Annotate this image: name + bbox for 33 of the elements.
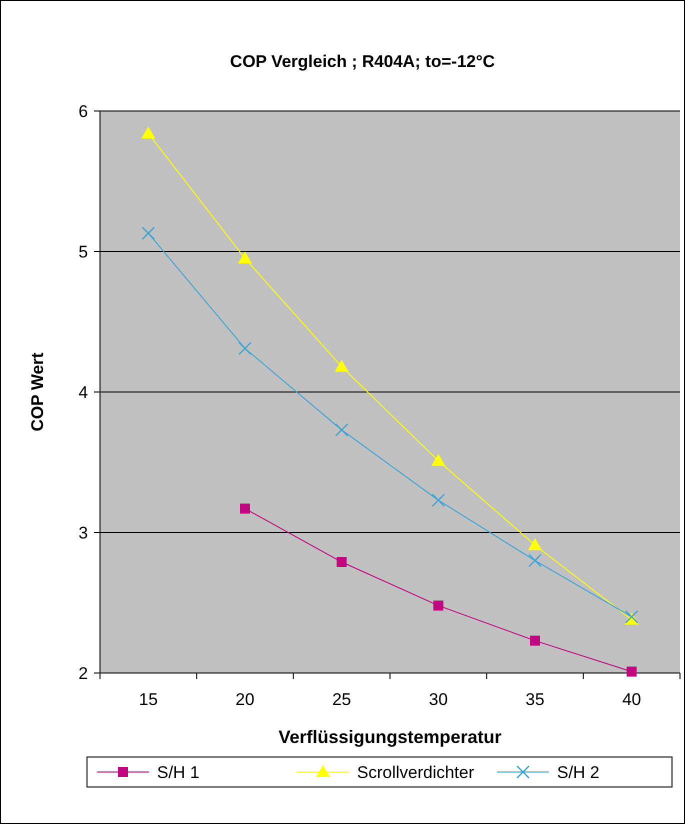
legend-label: S/H 1 [157,762,200,782]
y-tick-label: 2 [78,664,88,683]
legend-label: Scrollverdichter [357,762,474,782]
x-axis-title: Verflüssigungstemperatur [278,727,502,747]
point [142,226,155,240]
point [530,636,540,646]
point [238,252,252,264]
point [431,454,446,466]
y-axis-title: COP Wert [28,352,47,432]
point [335,423,348,437]
point [625,610,638,624]
y-tick-label: 5 [78,242,88,262]
point [433,600,444,611]
x-tick-label: 40 [622,690,642,709]
x-tick-label: 15 [138,690,158,709]
y-tick-label: 4 [78,382,88,402]
point [141,126,156,138]
point [336,557,347,568]
point [432,494,445,507]
legend-label: S/H 2 [557,762,600,782]
y-tick-label: 6 [78,102,88,121]
point [528,538,542,550]
point [238,342,252,356]
x-tick-label: 20 [236,690,254,709]
point [626,666,637,677]
y-tick-label: 3 [78,523,88,542]
chart-title: COP Vergleich ; R404A; to=-12°C [230,52,495,71]
x-tick-label: 35 [526,690,544,709]
point [334,360,349,372]
x-tick-label: 25 [332,690,352,709]
point [528,554,542,568]
point [240,504,250,514]
x-tick-label: 30 [428,690,448,709]
